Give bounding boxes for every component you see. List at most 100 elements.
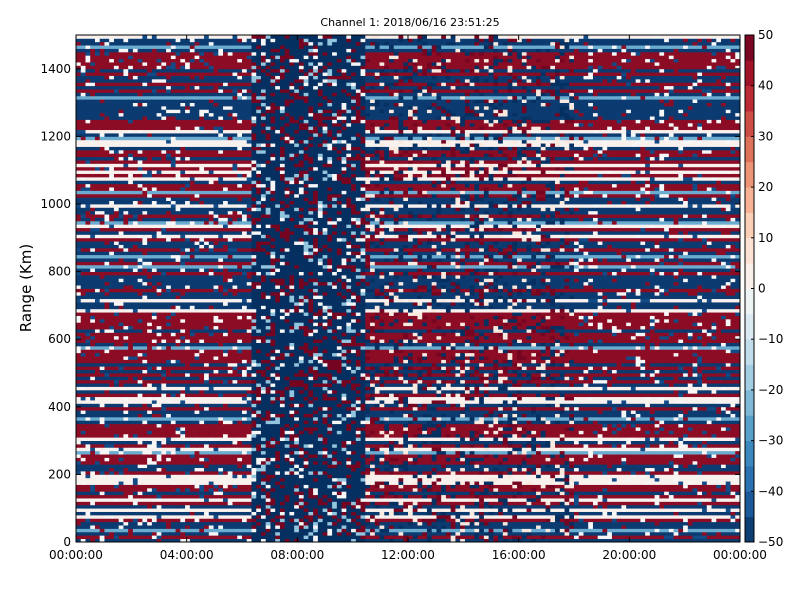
heatmap-cell: [151, 163, 158, 168]
heatmap-cell: [175, 535, 181, 540]
heatmap-cell: [132, 72, 139, 76]
heatmap-cell: [147, 393, 153, 398]
heatmap-cell: [99, 72, 105, 76]
heatmap-cell: [137, 227, 143, 232]
heatmap-cell: [161, 531, 167, 536]
heatmap-cell: [227, 508, 233, 512]
heatmap-cell: [227, 244, 233, 249]
heatmap-cell: [85, 122, 91, 127]
heatmap-cell: [213, 518, 219, 523]
heatmap-cell: [156, 379, 162, 384]
heatmap-cell: [227, 376, 233, 381]
heatmap-cell: [109, 183, 115, 188]
heatmap-cell: [189, 210, 195, 215]
heatmap-cell: [223, 247, 229, 252]
heatmap-cell: [104, 518, 110, 523]
heatmap-cell: [218, 45, 224, 49]
heatmap-cell: [128, 291, 134, 296]
heatmap-cell: [147, 427, 153, 431]
heatmap-cell: [118, 393, 124, 398]
heatmap-cell: [218, 535, 224, 540]
heatmap-cell: [218, 471, 224, 475]
heatmap-cell: [208, 325, 214, 330]
heatmap-cell: [113, 170, 120, 174]
heatmap-cell: [151, 504, 158, 509]
heatmap-cell: [189, 413, 195, 418]
heatmap-cell: [204, 102, 210, 107]
heatmap-cell: [151, 227, 158, 232]
heatmap-cell: [118, 491, 124, 496]
heatmap-cell: [137, 423, 143, 428]
heatmap-cell: [204, 386, 210, 391]
heatmap-cell: [123, 423, 129, 428]
heatmap-cell: [132, 173, 139, 178]
heatmap-cell: [128, 518, 134, 523]
heatmap-cell: [132, 48, 139, 53]
heatmap-cell: [151, 356, 158, 360]
heatmap-cell: [218, 291, 224, 296]
heatmap-cell: [199, 511, 205, 516]
heatmap-cell: [137, 413, 143, 418]
heatmap-cell: [204, 129, 210, 134]
heatmap-cell: [123, 427, 129, 431]
heatmap-cell: [85, 518, 91, 523]
heatmap-cell: [213, 393, 219, 398]
heatmap-cell: [147, 315, 153, 320]
heatmap-cell: [223, 511, 229, 516]
heatmap-cell: [180, 339, 186, 343]
heatmap-cell: [142, 362, 148, 367]
heatmap-cell: [151, 416, 158, 421]
heatmap-cell: [85, 521, 91, 526]
heatmap-cell: [208, 427, 214, 431]
heatmap-cell: [166, 454, 172, 458]
heatmap-cell: [109, 450, 115, 455]
heatmap-cell: [94, 176, 101, 181]
heatmap-cell: [118, 139, 124, 144]
heatmap-cell: [213, 136, 219, 141]
heatmap-cell: [208, 318, 214, 323]
heatmap-cell: [151, 400, 158, 404]
heatmap-cell: [147, 356, 153, 360]
heatmap-cell: [223, 166, 229, 171]
heatmap-cell: [132, 217, 139, 222]
heatmap-cell: [147, 464, 153, 469]
heatmap-cell: [142, 231, 148, 235]
heatmap-cell: [227, 335, 233, 340]
heatmap-cell: [204, 514, 210, 519]
heatmap-cell: [189, 197, 195, 202]
heatmap-cell: [123, 535, 129, 540]
heatmap-cell: [94, 207, 101, 212]
heatmap-cell: [99, 366, 105, 371]
heatmap-cell: [123, 105, 129, 110]
heatmap-cell: [147, 281, 153, 286]
heatmap-cell: [147, 214, 153, 218]
heatmap-cell: [132, 525, 139, 529]
heatmap-cell: [85, 312, 91, 316]
heatmap-cell: [213, 176, 219, 181]
heatmap-cell: [94, 359, 101, 364]
heatmap-cell: [113, 416, 120, 421]
heatmap-cell: [185, 193, 191, 198]
heatmap-cell: [175, 153, 181, 158]
heatmap-cell: [199, 460, 205, 465]
heatmap-cell: [194, 308, 200, 313]
heatmap-cell: [132, 143, 139, 147]
heatmap-cell: [156, 403, 162, 408]
heatmap-cell: [132, 423, 139, 428]
heatmap-cell: [94, 467, 101, 472]
heatmap-cell: [189, 231, 195, 235]
heatmap-cell: [223, 75, 229, 80]
heatmap-cell: [170, 443, 176, 448]
heatmap-cell: [199, 315, 205, 320]
heatmap-cell: [94, 460, 101, 465]
heatmap-cell: [204, 389, 210, 394]
heatmap-cell: [161, 511, 167, 516]
heatmap-cell: [137, 264, 143, 269]
heatmap-cell: [80, 322, 86, 327]
heatmap-cell: [132, 187, 139, 191]
heatmap-cell: [151, 369, 158, 374]
heatmap-cell: [123, 474, 129, 479]
heatmap-cell: [128, 244, 134, 249]
heatmap-cell: [137, 467, 143, 472]
heatmap-cell: [76, 271, 82, 276]
